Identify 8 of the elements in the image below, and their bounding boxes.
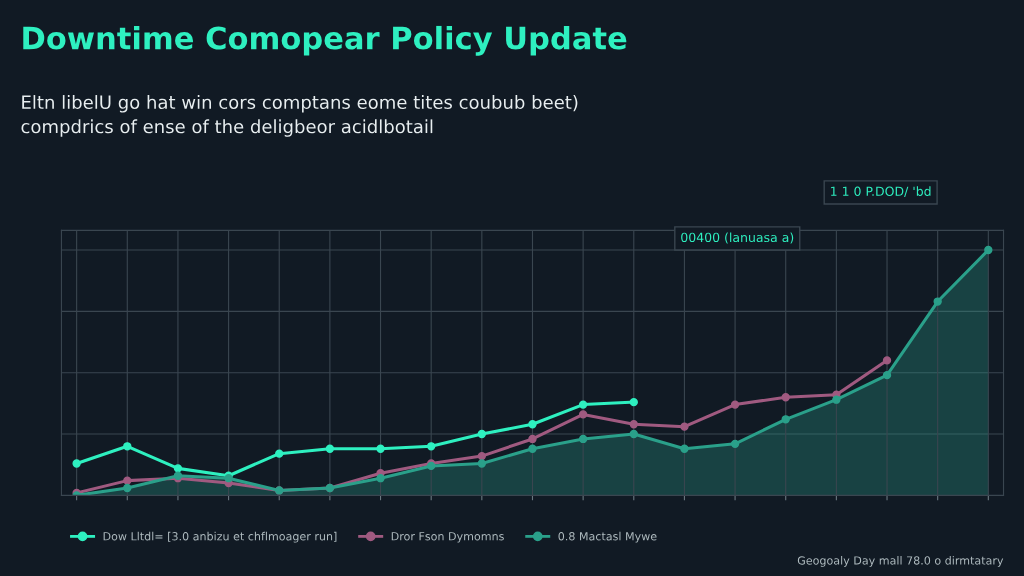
legend-label: 0.8 Mactasl Mywe	[558, 531, 657, 543]
legend-label: Dror Fson Dymomns	[391, 532, 504, 543]
legend-label: Dow Lltdl= [3.0 anbizu et chflmoager run]	[103, 531, 337, 543]
text: 1 1 0 P.DOD/ 'bd	[831, 186, 931, 197]
chart-title: Downtime Comopear Policy Update	[23, 25, 627, 56]
chart-subtitle: Eltn libelU go hat win cors comptans eome tites coubub beet) compdrics of ense of the deligbeor acidlbotail	[21, 95, 578, 137]
text: 00400 (lanuasa a)	[681, 232, 794, 244]
text: Geogoaly Day mall 78.0 o dirmtatary	[797, 556, 1004, 567]
